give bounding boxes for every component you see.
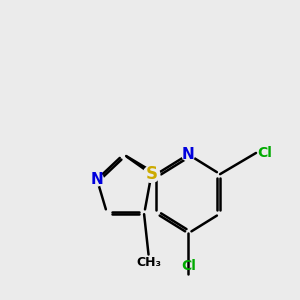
Text: CH₃: CH₃ [136, 256, 161, 269]
Text: N: N [91, 172, 103, 187]
Circle shape [143, 166, 160, 182]
Text: N: N [182, 147, 195, 162]
Text: Cl: Cl [257, 146, 272, 160]
Text: S: S [146, 165, 158, 183]
Circle shape [91, 173, 103, 186]
Circle shape [182, 148, 195, 161]
Text: Cl: Cl [181, 259, 196, 273]
